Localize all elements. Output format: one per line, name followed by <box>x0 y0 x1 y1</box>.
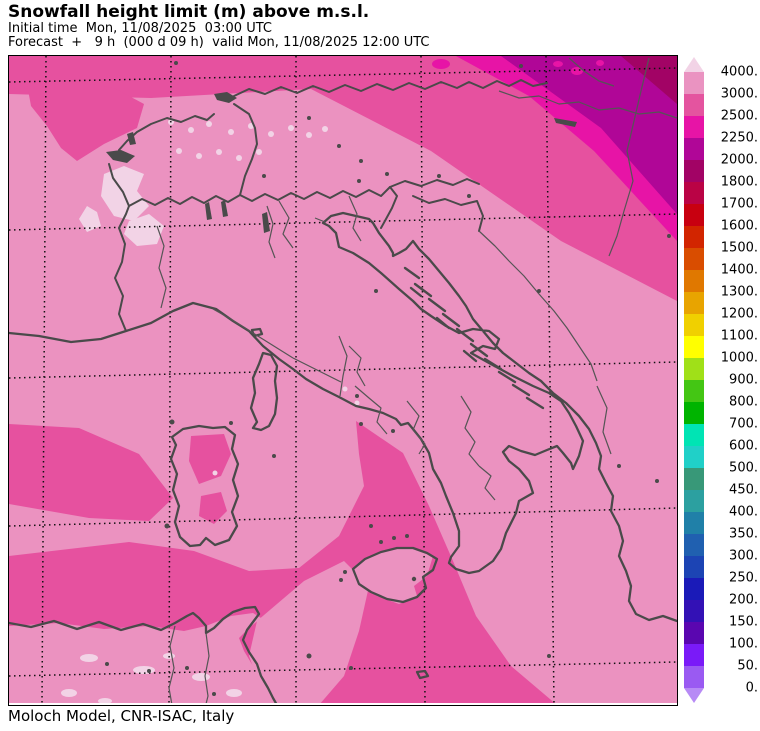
colorbar-box <box>684 292 704 314</box>
colorbar-tick-label: 250. <box>729 570 758 586</box>
colorbar-tick-label: 0. <box>745 680 758 696</box>
colorbar-tick-label: 2500. <box>720 108 758 124</box>
colorbar-tick-label: 100. <box>729 636 758 652</box>
colorbar-box <box>684 578 704 600</box>
colorbar-labels: 4000. 3000. 2500. 2250. 2000. 1800. 1700. 1600.… <box>706 57 758 707</box>
colorbar-box <box>684 556 704 578</box>
colorbar-tick-label: 1200. <box>720 306 758 322</box>
colorbar-box <box>684 666 704 688</box>
page-title: Snowfall height limit (m) above m.s.l. <box>8 2 370 22</box>
colorbar-tick-label: 500. <box>729 460 758 476</box>
colorbar-box <box>684 424 704 446</box>
colorbar-box <box>684 336 704 358</box>
colorbar-tick-label: 2250. <box>720 130 758 146</box>
colorbar-box <box>684 160 704 182</box>
colorbar-tick-label: 50. <box>737 658 758 674</box>
colorbar-box <box>684 644 704 666</box>
colorbar-box <box>684 402 704 424</box>
colorbar-tick-label: 1300. <box>720 284 758 300</box>
colorbar-tick-label: 1000. <box>720 350 758 366</box>
colorbar-tick-label: 1700. <box>720 196 758 212</box>
colorbar-box <box>684 600 704 622</box>
colorbar-box <box>684 468 704 490</box>
footer-credit: Moloch Model, CNR-ISAC, Italy <box>8 707 235 725</box>
colorbar-tick-label: 1800. <box>720 174 758 190</box>
colorbar-down-arrow <box>684 688 704 703</box>
colorbar-tick-label: 3000. <box>720 86 758 102</box>
colorbar-tick-label: 300. <box>729 548 758 564</box>
colorbar-box <box>684 94 704 116</box>
colorbar-tick-label: 800. <box>729 394 758 410</box>
colorbar-tick-label: 700. <box>729 416 758 432</box>
colorbar-box <box>684 116 704 138</box>
colorbar-box <box>684 226 704 248</box>
colorbar-tick-label: 2000. <box>720 152 758 168</box>
colorbar-box <box>684 534 704 556</box>
colorbar-tick-label: 350. <box>729 526 758 542</box>
map-canvas <box>9 56 677 703</box>
colorbar-box <box>684 622 704 644</box>
colorbar-box <box>684 138 704 160</box>
colorbar-box <box>684 248 704 270</box>
colorbar-tick-label: 200. <box>729 592 758 608</box>
colorbar-tick-label: 1600. <box>720 218 758 234</box>
colorbar-tick-label: 900. <box>729 372 758 388</box>
colorbar-tick-label: 400. <box>729 504 758 520</box>
colorbar-box <box>684 204 704 226</box>
subtitle-forecast: Forecast + 9 h (000 d 09 h) valid Mon, 1… <box>8 34 430 50</box>
colorbar-tick-label: 1500. <box>720 240 758 256</box>
colorbar-tick-label: 450. <box>729 482 758 498</box>
colorbar-box <box>684 446 704 468</box>
colorbar-box <box>684 358 704 380</box>
colorbar: 4000. 3000. 2500. 2250. 2000. 1800. 1700. 1600.… <box>684 57 760 717</box>
weather-map <box>8 55 678 706</box>
colorbar-box <box>684 270 704 292</box>
colorbar-box <box>684 182 704 204</box>
colorbar-box <box>684 380 704 402</box>
colorbar-boxes <box>684 72 704 688</box>
colorbar-box <box>684 314 704 336</box>
colorbar-tick-label: 600. <box>729 438 758 454</box>
colorbar-tick-label: 150. <box>729 614 758 630</box>
colorbar-tick-label: 1100. <box>720 328 758 344</box>
colorbar-up-arrow <box>684 57 704 72</box>
colorbar-box <box>684 72 704 94</box>
colorbar-box <box>684 512 704 534</box>
subtitle-initial-time: Initial time Mon, 11/08/2025 03:00 UTC <box>8 21 272 36</box>
colorbar-tick-label: 1400. <box>720 262 758 278</box>
title-block: Snowfall height limit (m) above m.s.l. I… <box>8 2 430 49</box>
colorbar-box <box>684 490 704 512</box>
colorbar-tick-label: 4000. <box>720 64 758 80</box>
